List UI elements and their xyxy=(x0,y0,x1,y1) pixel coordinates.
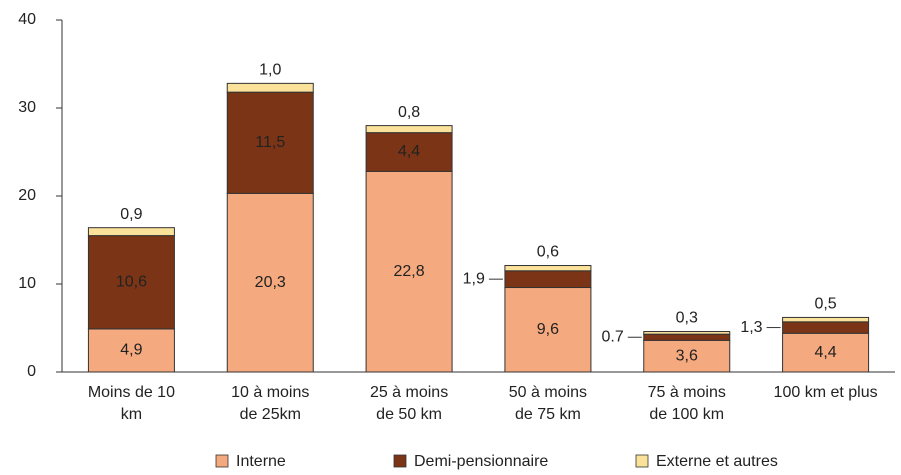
legend-label: Externe et autres xyxy=(656,453,778,470)
legend-swatch xyxy=(635,454,649,468)
value-label: 0,9 xyxy=(120,206,142,223)
bar-segment xyxy=(87,328,175,373)
legend-swatch xyxy=(393,454,407,468)
x-tick-label: Moins de 10 km xyxy=(87,384,175,423)
value-label: 0,3 xyxy=(676,310,698,327)
value-label: 1,9 xyxy=(463,270,485,287)
bar-segment xyxy=(226,91,314,194)
x-tick-label: 100 km et plus xyxy=(773,384,878,401)
bar-segment xyxy=(782,321,870,334)
value-label: 20,3 xyxy=(255,274,286,291)
bar-segment xyxy=(226,192,314,373)
legend-label: Demi-pensionnaire xyxy=(414,453,548,470)
bar-segment xyxy=(782,316,870,323)
bar-segment xyxy=(643,331,731,335)
bar-segment xyxy=(643,333,731,341)
value-label: 0,5 xyxy=(814,296,836,313)
value-label: 1,0 xyxy=(259,62,281,79)
legend-label: Interne xyxy=(236,453,286,470)
bar-segment xyxy=(504,287,592,373)
value-label: 10,6 xyxy=(116,273,147,290)
x-tick-label: 10 à moins de 25km xyxy=(231,384,310,423)
y-tick-label: 30 xyxy=(18,99,36,116)
bar-segment xyxy=(643,339,731,373)
value-label: 1,3 xyxy=(740,319,762,336)
bar-segment xyxy=(226,82,314,93)
y-tick-label: 20 xyxy=(18,187,36,204)
bar-segment xyxy=(87,227,175,237)
y-tick-label: 0 xyxy=(27,363,36,380)
x-tick-label: 50 à moins de 75 km xyxy=(508,384,588,423)
value-label: 0.7 xyxy=(602,328,624,345)
x-tick-label: 75 à moins de 100 km xyxy=(647,384,726,423)
value-label: 4,9 xyxy=(120,342,142,359)
value-label: 11,5 xyxy=(255,134,285,151)
value-label: 9,6 xyxy=(537,321,559,338)
value-label: 0,6 xyxy=(537,244,559,261)
legend-swatch xyxy=(215,454,229,468)
value-label: 0,8 xyxy=(398,104,420,121)
value-label: 4,4 xyxy=(398,143,420,160)
bar-segment xyxy=(365,170,453,373)
bar-segment xyxy=(504,270,592,289)
x-tick-label: 25 à moins de 50 km xyxy=(369,384,449,423)
bar-segment xyxy=(504,265,592,272)
value-label: 4,4 xyxy=(814,344,836,361)
bar-segment xyxy=(365,125,453,134)
y-tick-label: 40 xyxy=(18,11,36,28)
value-label: 3,6 xyxy=(676,347,698,364)
bar-segment xyxy=(365,132,453,172)
y-tick-label: 10 xyxy=(18,275,36,292)
value-label: 22,8 xyxy=(394,263,425,280)
